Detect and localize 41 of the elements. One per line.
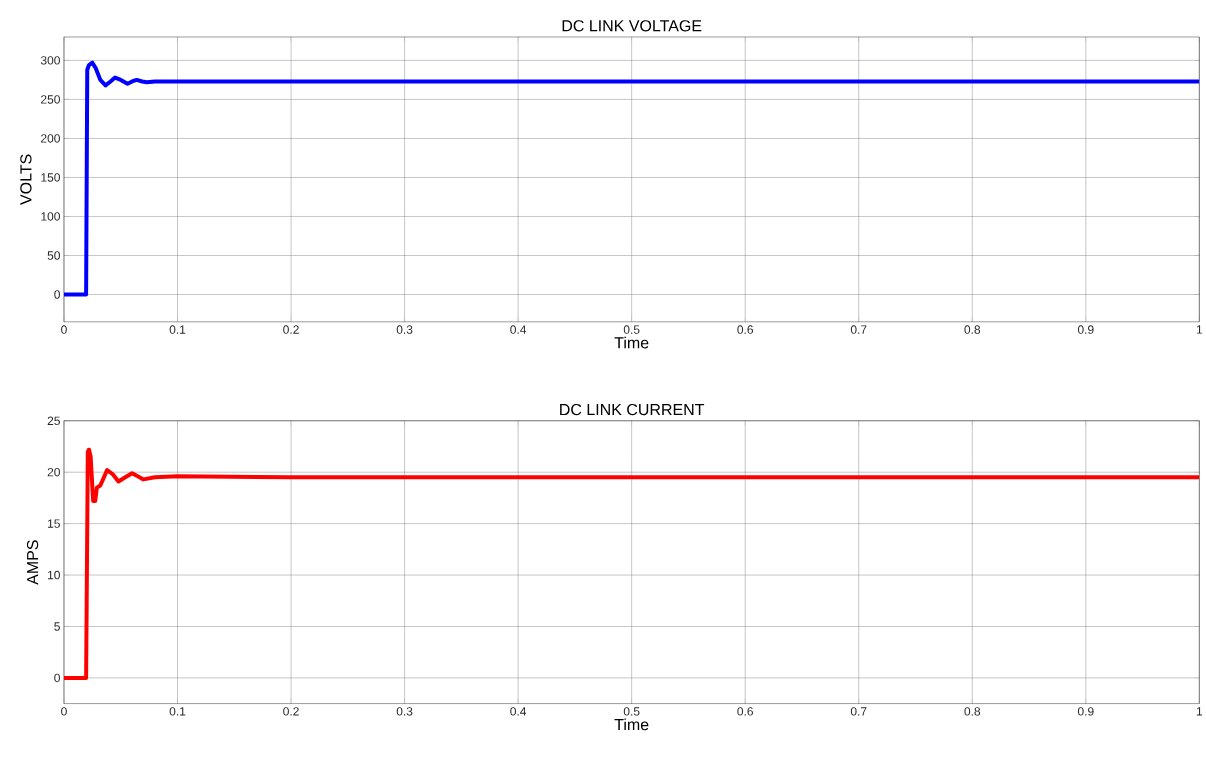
chart-title: DC LINK VOLTAGE — [562, 20, 702, 32]
x-tick-label: 0.9 — [1077, 707, 1094, 716]
y-tick-label: 25 — [47, 416, 60, 426]
x-axis-title: Time — [614, 718, 649, 731]
y-tick-label: 50 — [47, 251, 60, 260]
x-tick-label: 0.9 — [1077, 325, 1094, 335]
x-tick-label: 0.6 — [737, 325, 753, 335]
y-tick-label: 250 — [41, 95, 60, 104]
x-tick-label: 0.8 — [964, 707, 981, 716]
y-tick-label: 150 — [41, 173, 60, 182]
y-axis-title: VOLTS — [20, 154, 32, 206]
x-tick-label: 1 — [1196, 707, 1203, 716]
y-tick-label: 0 — [54, 673, 60, 683]
x-tick-label: 0.6 — [737, 707, 753, 716]
x-tick-label: 0.5 — [623, 707, 640, 716]
x-tick-label: 0.3 — [396, 325, 413, 335]
x-tick-label: 0 — [61, 325, 67, 335]
x-tick-label: 0.8 — [964, 325, 981, 335]
x-tick-label: 0.2 — [283, 325, 299, 335]
x-tick-label: 1 — [1196, 325, 1203, 334]
y-tick-label: 100 — [41, 212, 60, 221]
y-tick-label: 200 — [41, 134, 60, 143]
x-tick-label: 0.7 — [850, 707, 867, 716]
x-tick-label: 0.2 — [283, 707, 299, 716]
y-tick-label: 300 — [40, 56, 60, 65]
y-tick-label: 20 — [47, 468, 60, 477]
y-axis-title: AMPS — [26, 540, 39, 586]
x-axis-title: Time — [614, 336, 649, 349]
y-tick-label: 5 — [54, 622, 60, 631]
x-tick-label: 0.1 — [169, 325, 186, 335]
x-tick-label: 0.7 — [850, 325, 867, 335]
y-tick-label: 0 — [54, 290, 60, 299]
x-tick-label: 0.5 — [623, 325, 640, 335]
x-tick-label: 0.4 — [510, 325, 527, 335]
x-tick-label: 0.4 — [510, 707, 527, 716]
x-tick-label: 0 — [61, 707, 67, 716]
chart-title: DC LINK CURRENT — [560, 404, 705, 416]
y-tick-label: 15 — [48, 519, 60, 528]
x-tick-label: 0.1 — [169, 707, 186, 716]
x-tick-label: 0.3 — [396, 707, 413, 716]
y-tick-label: 10 — [48, 571, 60, 580]
